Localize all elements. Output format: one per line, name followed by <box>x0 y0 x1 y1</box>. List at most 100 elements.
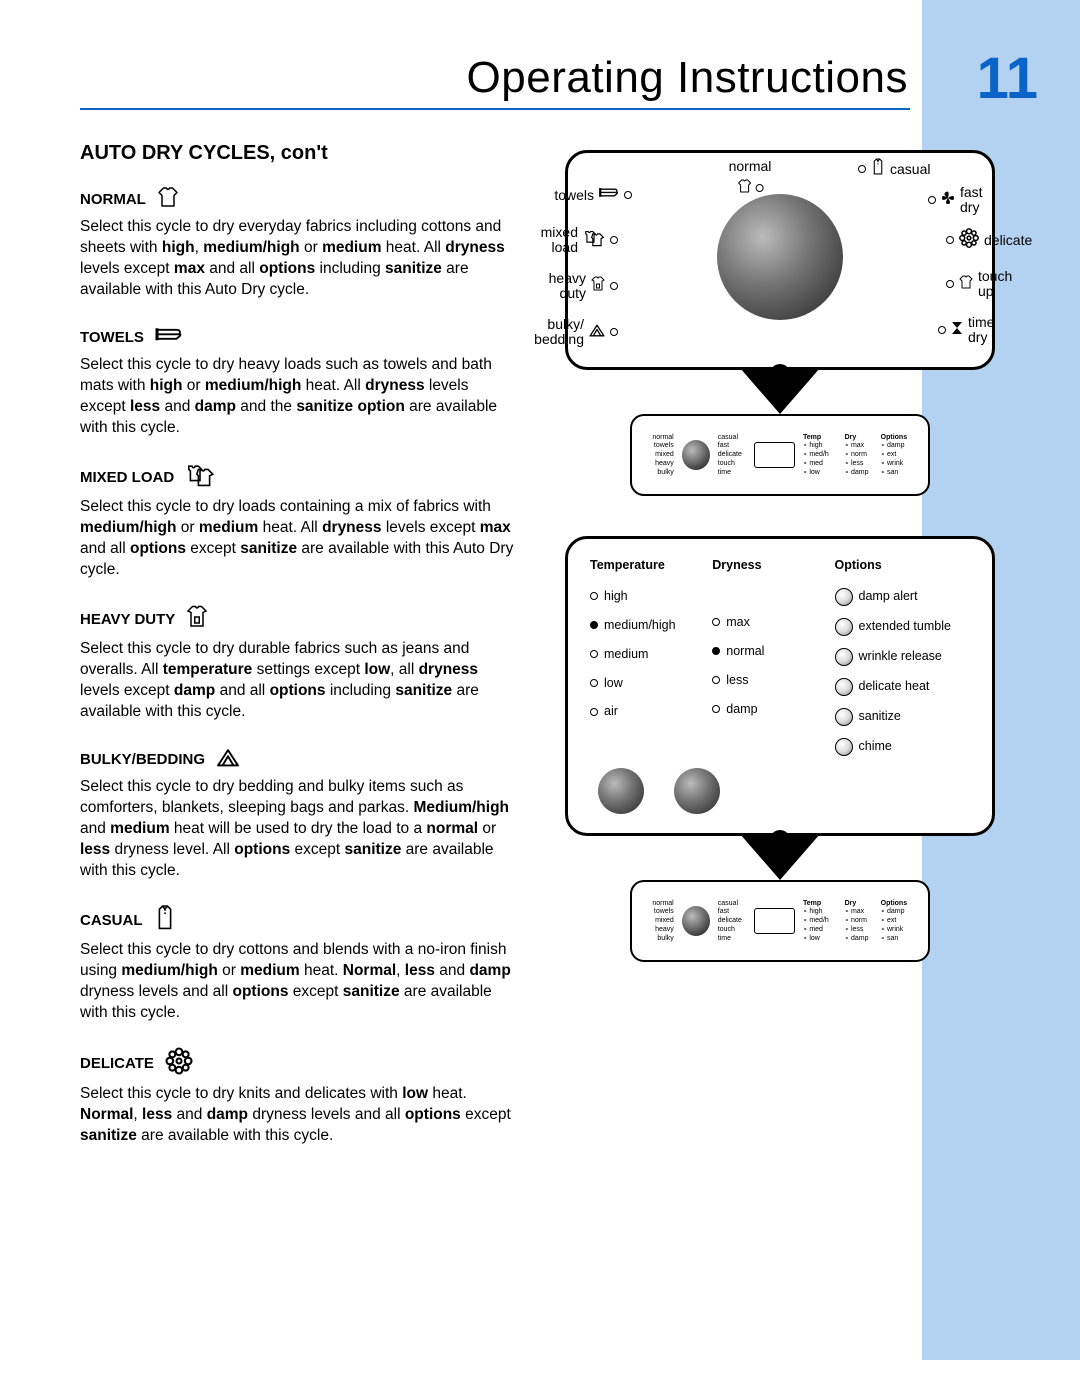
dryness-knob <box>674 768 720 814</box>
indicator-dot <box>590 592 598 600</box>
cycle-heading: MIXED LOAD <box>80 461 515 495</box>
casual-icon <box>153 904 177 932</box>
cycle-bulky_bedding: BULKY/BEDDING Select this cycle to dry b… <box>80 745 515 882</box>
heavy-duty-icon <box>590 274 606 294</box>
cycle-towels: TOWELS Select this cycle to dry heavy lo… <box>80 323 515 439</box>
mixed-load-icon <box>582 228 606 248</box>
cycle-heading: BULKY/BEDDING <box>80 745 515 775</box>
option-label: high <box>604 588 628 605</box>
cycle-heading: TOWELS <box>80 323 515 353</box>
mini-control-panel-2: normaltowelsmixedheavybulky casualfastde… <box>630 880 930 962</box>
dial-label-delicate: delicate <box>946 227 1032 254</box>
mini-display-2 <box>754 908 795 934</box>
option-temperature-high: high <box>590 588 694 605</box>
bulky-icon <box>215 745 241 769</box>
cycle-body: Select this cycle to dry knits and delic… <box>80 1084 515 1147</box>
delicate-icon <box>958 227 980 249</box>
towels-icon <box>154 323 184 347</box>
option-label: wrinkle release <box>859 648 942 665</box>
option-button <box>835 708 853 726</box>
option-options-delicate-heat: delicate heat <box>835 678 971 696</box>
column-head: Options <box>835 557 971 574</box>
temperature-knob <box>598 768 644 814</box>
option-label: delicate heat <box>859 678 930 695</box>
cycle-mixed_load: MIXED LOAD Select this cycle to dry load… <box>80 461 515 581</box>
cycle-heading: NORMAL <box>80 185 515 215</box>
option-label: damp alert <box>859 588 918 605</box>
option-label: less <box>726 672 748 689</box>
option-label: low <box>604 675 623 692</box>
dial-label-bulky-bedding: bulky/bedding <box>534 315 618 348</box>
dial-label-towels: towels <box>554 185 632 206</box>
column-head: Dryness <box>712 557 816 574</box>
cycle-label: MIXED LOAD <box>80 468 174 488</box>
header-rule <box>80 108 910 110</box>
cycle-delicate: DELICATE Select this cycle to dry knits … <box>80 1046 515 1147</box>
cycle-body: Select this cycle to dry durable fabrics… <box>80 639 515 723</box>
cycle-casual: CASUAL Select this cycle to dry cottons … <box>80 904 515 1024</box>
shirt-icon <box>736 178 752 194</box>
indicator-dot <box>712 705 720 713</box>
option-options-damp-alert: damp alert <box>835 588 971 606</box>
option-options-wrinkle-release: wrinkle release <box>835 648 971 666</box>
cycle-label: TOWELS <box>80 328 144 348</box>
cycle-descriptions: AUTO DRY CYCLES, con't NORMALSelect this… <box>80 140 515 1169</box>
mixed-load-icon <box>184 461 216 489</box>
option-dryness-damp: damp <box>712 701 816 718</box>
option-column-dryness: Drynessmaxnormallessdamp <box>712 557 816 768</box>
towels-icon <box>598 185 620 201</box>
mini-display <box>754 442 795 468</box>
option-column-options: Options damp alert extended tumble wrinkle … <box>835 557 971 768</box>
cycle-dial-knob <box>717 194 843 320</box>
shirt-icon <box>156 185 180 209</box>
option-temperature-medium-high: medium/high <box>590 617 694 634</box>
option-label: sanitize <box>859 708 901 725</box>
cycle-body: Select this cycle to dry bedding and bul… <box>80 777 515 882</box>
fan-icon <box>940 190 956 206</box>
cycle-body: Select this cycle to dry cottons and ble… <box>80 940 515 1024</box>
option-button <box>835 588 853 606</box>
mini-dry-col: Dry∘ max∘ norm∘ less∘ damp <box>845 434 873 476</box>
diagrams-area: normal casualtowels fastdrymixedload del… <box>545 150 1015 962</box>
mini-dial-knob <box>682 440 710 470</box>
cycle-label: CASUAL <box>80 911 143 931</box>
dial-label-normal: normal <box>729 157 772 199</box>
dial-label-mixed-load: mixedload <box>541 223 618 256</box>
indicator-dot <box>590 708 598 716</box>
dial-label-time-dry: timedry <box>938 315 994 346</box>
bulky-icon <box>588 322 606 338</box>
cycle-label: HEAVY DUTY <box>80 610 175 630</box>
delicate-icon <box>164 1046 194 1076</box>
casual-icon <box>870 157 886 177</box>
indicator-dot <box>590 650 598 658</box>
shirt-icon <box>958 274 974 290</box>
page-number: 11 <box>977 40 1038 118</box>
mini-right-labels: casualfastdelicatetouchtime <box>718 434 746 476</box>
dial-label-fast-dry: fastdry <box>928 185 983 216</box>
dial-label-heavy-duty: heavyduty <box>549 269 618 302</box>
cycle-heading: DELICATE <box>80 1046 515 1082</box>
dial-callout <box>740 368 820 414</box>
page-title: Operating Instructions <box>467 48 908 107</box>
option-column-temperature: Temperaturehighmedium/highmediumlowair <box>590 557 694 768</box>
page-header: Operating Instructions 11 <box>80 38 1080 102</box>
cycle-body: Select this cycle to dry loads containin… <box>80 497 515 581</box>
options-panel: Temperaturehighmedium/highmediumlowairDr… <box>565 536 995 836</box>
cycle-normal: NORMALSelect this cycle to dry everyday … <box>80 185 515 301</box>
cycle-body: Select this cycle to dry everyday fabric… <box>80 217 515 301</box>
mini-dial-knob-2 <box>682 906 710 936</box>
option-temperature-medium: medium <box>590 646 694 663</box>
column-head: Temperature <box>590 557 694 574</box>
option-button <box>835 678 853 696</box>
indicator-dot <box>712 676 720 684</box>
cycle-label: BULKY/BEDDING <box>80 750 205 770</box>
indicator-dot <box>712 647 720 655</box>
options-callout <box>740 834 820 880</box>
indicator-dot <box>712 618 720 626</box>
cycle-body: Select this cycle to dry heavy loads suc… <box>80 355 515 439</box>
option-button <box>835 648 853 666</box>
option-dryness-normal: normal <box>712 643 816 660</box>
option-temperature-low: low <box>590 675 694 692</box>
option-label: extended tumble <box>859 618 951 635</box>
option-label: chime <box>859 738 892 755</box>
